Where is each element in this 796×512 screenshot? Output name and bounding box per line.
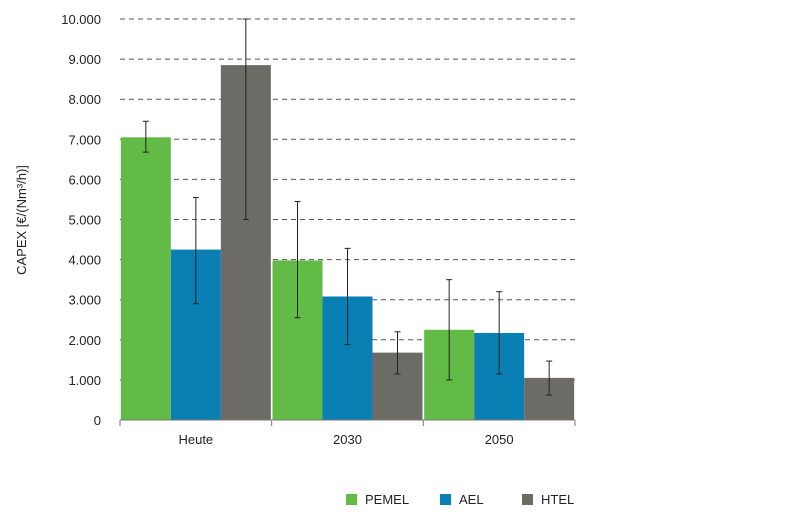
x-tick-label: 2030: [333, 432, 362, 447]
legend-label-ael: AEL: [459, 492, 484, 507]
y-tick-label: 9.000: [68, 52, 101, 67]
y-tick-label: 2.000: [68, 333, 101, 348]
y-tick-label: 0: [94, 413, 101, 428]
y-tick-label: 1.000: [68, 373, 101, 388]
y-tick-label: 10.000: [61, 12, 101, 27]
y-axis-title: CAPEX [€/(Nm³/h)]: [14, 165, 29, 275]
y-tick-label: 8.000: [68, 92, 101, 107]
bars: [120, 65, 575, 421]
x-tick-label: Heute: [178, 432, 213, 447]
y-tick-label: 6.000: [68, 172, 101, 187]
y-tick-label: 3.000: [68, 293, 101, 308]
legend-swatch-ael: [440, 494, 451, 505]
legend: PEMEL AEL HTEL: [346, 492, 574, 507]
x-tick-label: 2050: [485, 432, 514, 447]
bar-pemel-heute: [120, 137, 171, 421]
legend-swatch-htel: [522, 494, 533, 505]
axes: 0 1.000 2.000 3.000 4.000 5.000 6.000 7.000 8.00…: [61, 12, 576, 447]
legend-label-pemel: PEMEL: [365, 492, 409, 507]
y-tick-label: 5.000: [68, 213, 101, 228]
y-tick-label: 7.000: [68, 132, 101, 147]
legend-swatch-pemel: [346, 494, 357, 505]
error-bars: [142, 18, 553, 396]
legend-label-htel: HTEL: [541, 492, 574, 507]
y-tick-label: 4.000: [68, 253, 101, 268]
